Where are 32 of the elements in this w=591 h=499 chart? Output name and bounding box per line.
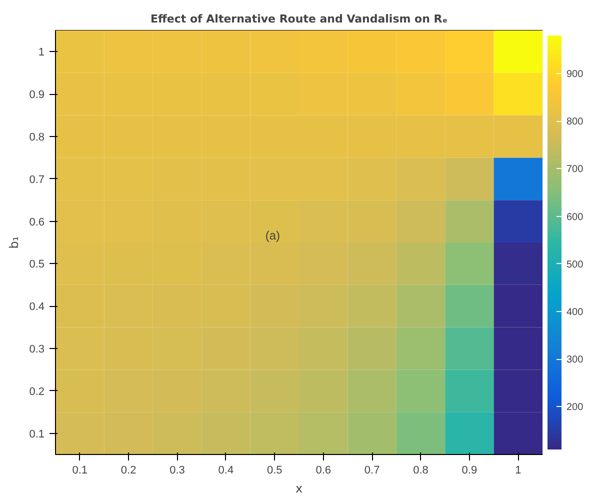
x-axis-title: x: [295, 482, 303, 496]
color-bar-label: 800: [566, 116, 584, 128]
x-tick-label: 0.9: [462, 464, 478, 476]
y-tick-label: 0.9: [29, 89, 45, 102]
y-tick-label: 0.6: [29, 216, 45, 228]
y-tick-label: 0.4: [29, 301, 45, 314]
color-bar-label: 900: [566, 69, 584, 80]
y-axis-title: b₁: [7, 236, 22, 249]
color-bar-label: 500: [566, 259, 584, 270]
color-bar-label: 200: [566, 402, 584, 414]
annotation: (a): [265, 228, 280, 242]
color-bar-label: 700: [566, 164, 584, 176]
y-tick-label: 0.3: [29, 344, 45, 356]
y-tick-label: 0.8: [29, 132, 45, 144]
chart-title: Effect of Alternative Route and Vandalism on Rₑ: [150, 12, 448, 26]
x-tick-label: 0.4: [218, 464, 234, 476]
y-tick-label: 1: [38, 46, 45, 59]
y-tick-label: 0.2: [29, 386, 45, 398]
x-tick-label: 1: [515, 464, 522, 476]
x-tick-label: 0.1: [72, 464, 88, 476]
color-bar-label: 400: [566, 307, 584, 318]
y-tick-label: 0.1: [29, 428, 45, 440]
x-tick-label: 0.7: [364, 464, 380, 476]
y-tick-label: 0.5: [29, 258, 45, 271]
x-tick-label: 0.2: [120, 464, 136, 476]
x-tick-label: 0.5: [267, 464, 282, 476]
x-tick-label: 0.3: [170, 464, 185, 476]
color-bar-label: 600: [566, 212, 584, 223]
color-bar-label: 300: [566, 354, 584, 366]
x-tick-label: 0.6: [316, 464, 331, 476]
y-tick-label: 0.7: [29, 174, 45, 186]
x-tick-label: 0.8: [413, 464, 428, 476]
